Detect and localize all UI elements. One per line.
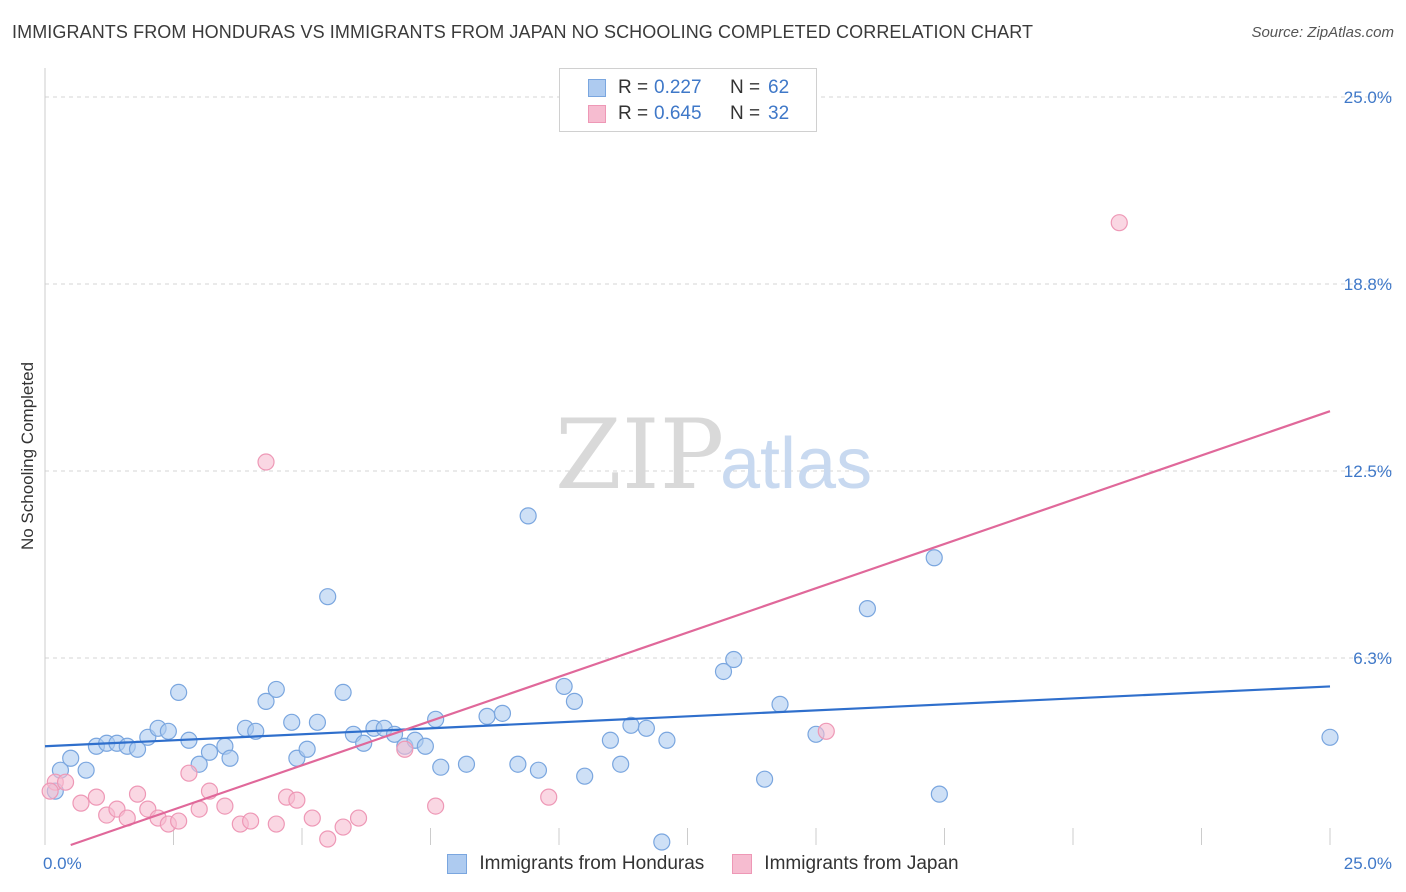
japan-points [41, 214, 1128, 848]
source-label: Source: ZipAtlas.com [1251, 24, 1394, 41]
y-tick-label: 6.3% [1353, 649, 1392, 668]
honduras-point [529, 761, 548, 779]
japan-point [56, 773, 75, 791]
watermark: ZIP atlas [555, 399, 872, 511]
honduras-trend-line [44, 685, 1331, 748]
honduras-point [334, 683, 352, 702]
japan-point [242, 812, 260, 830]
bottom-legend-label-honduras: Immigrants from Honduras [479, 853, 705, 874]
bottom-legend-swatch-japan [732, 854, 753, 874]
bottom-legend: Immigrants from Honduras Immigrants from… [0, 852, 1406, 876]
japan-point [817, 722, 835, 740]
legend: R = 0.227 N = 62 R = 0.645 N = 32 [559, 68, 817, 132]
honduras-point [565, 692, 584, 710]
japan-point [41, 782, 59, 800]
japan-point [396, 740, 414, 758]
y-tick-label: 12.5% [1344, 462, 1392, 481]
japan-point [180, 764, 198, 782]
japan-point [319, 830, 337, 848]
honduras-point [930, 785, 948, 803]
legend-n-label: N = [730, 103, 761, 124]
tick-labels: 6.3% 12.5% 18.8% 25.0% 0.0% 25.0% [43, 88, 1392, 873]
bottom-legend-japan: Immigrants from Japan [732, 853, 959, 875]
japan-point [72, 794, 90, 812]
japan-point [128, 785, 147, 803]
honduras-point [1321, 728, 1339, 746]
japan-point [267, 815, 285, 833]
x-tick-label: 0.0% [43, 854, 82, 873]
honduras-point [221, 749, 239, 767]
honduras-point [478, 707, 496, 725]
legend-swatch-japan [588, 105, 606, 123]
japan-point [87, 788, 106, 806]
legend-r-value: 0.227 [654, 77, 702, 98]
honduras-point [555, 677, 573, 696]
legend-n-value: 32 [768, 103, 790, 124]
legend-n-value: 62 [768, 77, 790, 98]
chart-title: IMMIGRANTS FROM HONDURAS VS IMMIGRANTS F… [12, 22, 1034, 42]
bottom-legend-honduras: Immigrants from Honduras [447, 853, 704, 875]
honduras-point [257, 692, 275, 710]
bottom-legend-swatch-honduras [447, 854, 468, 874]
legend-n-label: N = [730, 77, 761, 98]
legend-r-label: R = [618, 103, 649, 124]
honduras-point [653, 833, 671, 851]
japan-point [216, 797, 234, 815]
japan-point [170, 812, 188, 830]
honduras-point [519, 507, 537, 525]
honduras-point [298, 740, 316, 758]
japan-point [349, 809, 368, 827]
honduras-point [159, 722, 177, 740]
japan-point [303, 809, 321, 827]
japan-point [334, 818, 352, 836]
honduras-point [416, 737, 434, 755]
honduras-point [771, 695, 789, 713]
honduras-point [612, 755, 630, 773]
honduras-point [308, 713, 327, 731]
japan-point [1110, 214, 1128, 232]
x-tick-label: 25.0% [1344, 854, 1392, 873]
honduras-point [283, 713, 301, 731]
honduras-point [858, 600, 877, 618]
japan-point [427, 797, 445, 815]
honduras-point [755, 770, 774, 788]
honduras-point [432, 758, 450, 776]
legend-swatch-honduras [588, 79, 606, 97]
honduras-point [77, 761, 95, 779]
legend-r-label: R = [618, 77, 649, 98]
honduras-point [637, 719, 655, 737]
legend-r-value: 0.645 [654, 103, 702, 124]
honduras-point [725, 650, 743, 669]
honduras-point [509, 755, 527, 773]
japan-trend-line [70, 410, 1331, 847]
honduras-points [46, 507, 1339, 851]
y-tick-label: 18.8% [1344, 275, 1392, 294]
honduras-point [714, 662, 733, 681]
honduras-point [658, 731, 676, 749]
watermark-zip: ZIP [555, 399, 724, 511]
japan-point [288, 791, 306, 809]
legend-row-japan: R = 0.645 N = 32 [588, 103, 789, 125]
honduras-point [457, 755, 476, 773]
honduras-point [319, 588, 337, 606]
legend-row-honduras: R = 0.227 N = 62 [588, 77, 789, 99]
honduras-point [576, 767, 594, 785]
bottom-legend-label-japan: Immigrants from Japan [764, 853, 959, 874]
japan-point [257, 453, 275, 471]
honduras-point [925, 549, 943, 567]
honduras-point [493, 704, 512, 722]
honduras-point [267, 680, 285, 699]
honduras-point [62, 749, 80, 767]
honduras-point [200, 743, 219, 761]
honduras-point [601, 731, 620, 749]
japan-point [540, 788, 558, 806]
y-tick-label: 25.0% [1344, 88, 1392, 107]
watermark-atlas: atlas [720, 424, 872, 504]
grid [45, 96, 1392, 845]
honduras-point [170, 683, 188, 702]
trend-lines [44, 410, 1331, 847]
